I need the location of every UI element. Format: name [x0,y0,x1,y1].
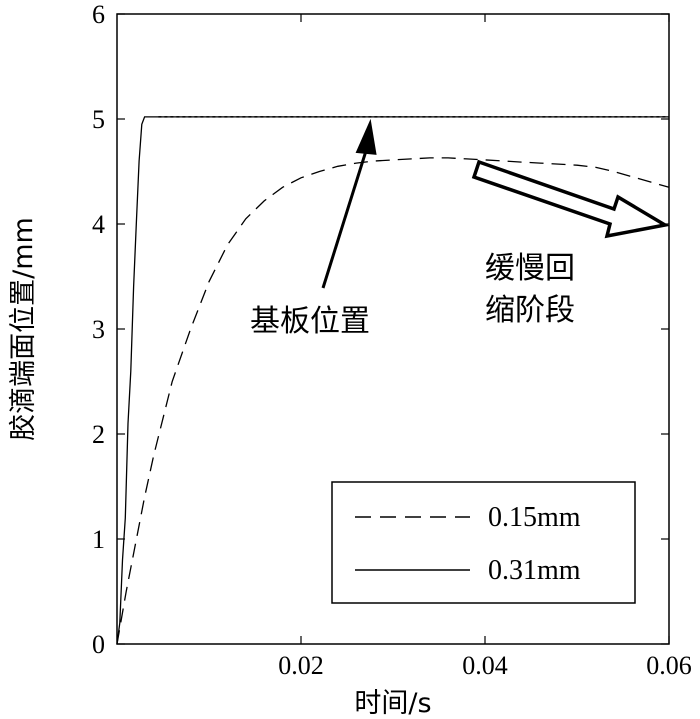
y-tick-label-5: 5 [92,105,105,134]
x-tick-label-0: 0.02 [278,651,324,680]
annotation-slow-retraction-line2: 缩阶段 [485,293,575,328]
y-tick-label-0: 0 [92,630,105,659]
annotation-arrow-shaft [321,148,369,289]
x-tick-label-1: 0.04 [462,651,508,680]
series-line-0.15mm [116,157,670,645]
annotation-slow-retraction-line1: 缓慢回 [485,251,575,286]
legend-label-series-2: 0.31mm [488,555,581,586]
retraction-arrow [471,159,670,239]
legend-label-series-1: 0.15mm [488,502,581,533]
legend-box [331,481,636,604]
x-axis-title: 时间/s [354,688,431,719]
x-axis-ticks: 0.02 0.04 0.06 [278,14,692,680]
x-tick-label-2: 0.06 [646,651,692,680]
y-axis-ticks: 0 1 2 3 4 5 6 [92,0,669,659]
y-tick-label-3: 3 [92,315,105,344]
annotations: 基板位置 缓慢回 缩阶段 [250,118,670,339]
annotation-substrate-position: 基板位置 [250,304,370,339]
annotation-arrow-head [355,118,377,155]
y-tick-label-6: 6 [92,0,105,29]
legend: 0.15mm 0.31mm [331,481,636,604]
y-tick-label-1: 1 [92,525,105,554]
series-line-0.31mm [116,116,669,645]
series-layer [116,116,670,645]
y-tick-label-4: 4 [92,210,105,239]
y-tick-label-2: 2 [92,420,105,449]
y-axis-title: 胶滴端面位置/mm [8,217,39,441]
